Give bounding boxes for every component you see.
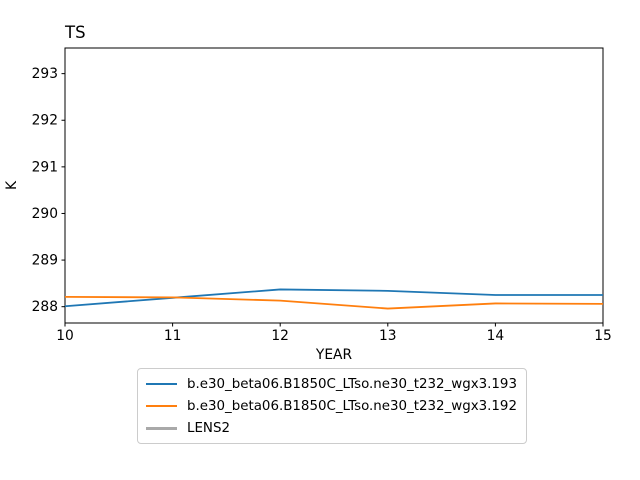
x-tick-label: 14 [487,328,505,344]
legend-label: LENS2 [187,420,230,436]
x-axis-label: YEAR [315,347,353,363]
y-tick-label: 293 [32,66,58,82]
y-tick-label: 289 [32,253,58,269]
legend-line-swatch-series-193 [146,383,177,385]
legend-label: b.e30_beta06.B1850C_LTso.ne30_t232_wgx3.… [187,398,517,414]
legend-line-swatch-series-192 [146,405,177,407]
legend-item: LENS2 [146,417,517,439]
legend-item: b.e30_beta06.B1850C_LTso.ne30_t232_wgx3.… [146,373,517,395]
legend-line-swatch-lens2 [146,426,177,430]
y-tick-label: 290 [32,206,58,222]
y-tick-label: 288 [32,299,58,315]
series-line [64,288,603,308]
y-tick-label: 291 [32,159,58,175]
x-tick-label: 12 [271,328,289,344]
legend-item: b.e30_beta06.B1850C_LTso.ne30_t232_wgx3.… [146,395,517,417]
x-tick-label: 10 [56,328,74,344]
chart-title: TS [64,23,86,42]
x-tick-label: 15 [594,328,612,344]
x-tick-label: 13 [379,328,397,344]
x-tick-label: 11 [164,328,182,344]
legend: b.e30_beta06.B1850C_LTso.ne30_t232_wgx3.… [137,368,527,444]
series-line [64,295,604,310]
y-tick-label: 292 [32,113,58,129]
y-axis-label: K [4,180,20,190]
legend-label: b.e30_beta06.B1850C_LTso.ne30_t232_wgx3.… [187,376,517,392]
axes-frame [64,47,604,324]
